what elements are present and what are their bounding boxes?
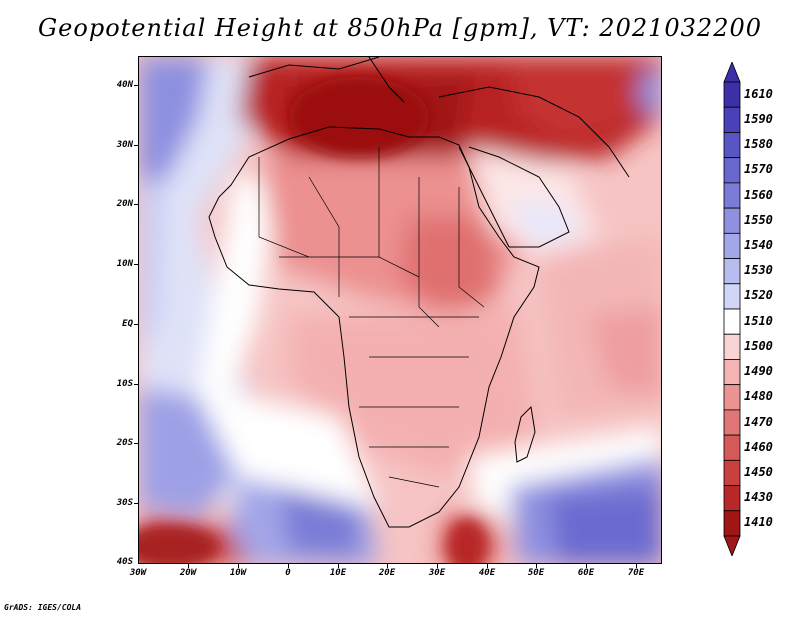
- colorbar-label-1530: 1530: [744, 263, 773, 278]
- madagascar-coastline: [514, 405, 536, 463]
- turkey-coastline: [438, 86, 630, 178]
- lon-label-50e: 50E: [527, 568, 545, 578]
- colorbar-label-1470: 1470: [744, 414, 773, 429]
- colorbar-label-1430: 1430: [744, 490, 773, 505]
- lat-label-eq: EQ: [122, 319, 133, 329]
- colorbar-label-1570: 1570: [744, 162, 773, 177]
- colorbar-swatch-1480: [723, 384, 741, 411]
- coastlines: [208, 57, 630, 528]
- colorbar-swatch-1500: [723, 333, 741, 360]
- europe-coastline: [248, 57, 380, 78]
- colorbar-swatch-1450: [723, 459, 741, 486]
- italy-coastline: [368, 57, 405, 103]
- colorbar-swatch-1510: [723, 308, 741, 335]
- lat-label-30n: 30N: [116, 140, 133, 150]
- red-sea-coast: [458, 146, 510, 248]
- colorbar-swatch-1470: [723, 409, 741, 436]
- map-plot: [139, 57, 661, 563]
- colorbar-swatch-1410: [723, 510, 741, 537]
- lon-label-20e: 20E: [378, 568, 396, 578]
- colorbar-swatch-1590: [723, 106, 741, 133]
- colorbar-swatch-1570: [723, 157, 741, 184]
- colorbar-swatch-1430: [723, 485, 741, 512]
- lat-label-40s: 40S: [116, 557, 133, 567]
- lat-label-20n: 20N: [116, 199, 133, 209]
- colorbar-label-1450: 1450: [744, 464, 773, 479]
- colorbar-label-1460: 1460: [744, 439, 773, 454]
- lat-label-20s: 20S: [116, 438, 133, 448]
- colorbar-label-1560: 1560: [744, 187, 773, 202]
- lat-label-10s: 10S: [116, 379, 133, 389]
- colorbar-swatch-1560: [723, 182, 741, 209]
- colorbar-label-1410: 1410: [744, 515, 773, 530]
- colorbar-label-1550: 1550: [744, 212, 773, 227]
- lon-label-60e: 60E: [577, 568, 595, 578]
- lat-label-40n: 40N: [116, 80, 133, 90]
- lon-label-30w: 30W: [129, 568, 147, 578]
- colorbar-label-1490: 1490: [744, 364, 773, 379]
- arabia-coastline: [468, 146, 570, 248]
- colorbar-swatch-1610: [723, 81, 741, 108]
- colorbar-swatch-1490: [723, 359, 741, 386]
- lon-label-20w: 20W: [179, 568, 197, 578]
- colorbar-swatch-1530: [723, 258, 741, 285]
- colorbar-label-1580: 1580: [744, 137, 773, 152]
- colorbar: [723, 62, 741, 556]
- country-borders: [258, 147, 485, 488]
- colorbar-swatch-1580: [723, 132, 741, 159]
- colorbar-swatch-1540: [723, 232, 741, 259]
- map-title: Geopotential Height at 850hPa [gpm], VT:…: [38, 14, 762, 42]
- colorbar-label-1540: 1540: [744, 237, 773, 252]
- lon-label-0: 0: [285, 568, 291, 578]
- colorbar-label-1590: 1590: [744, 111, 773, 126]
- colorbar-label-1510: 1510: [744, 313, 773, 328]
- colorbar-top-arrow: [723, 62, 741, 83]
- colorbar-swatch-1460: [723, 434, 741, 461]
- lon-label-30e: 30E: [428, 568, 446, 578]
- lat-label-10n: 10N: [116, 259, 133, 269]
- colorbar-label-1500: 1500: [744, 338, 773, 353]
- lon-label-10e: 10E: [329, 568, 347, 578]
- lon-label-70e: 70E: [627, 568, 645, 578]
- lon-label-10w: 10W: [229, 568, 247, 578]
- lon-label-40e: 40E: [478, 568, 496, 578]
- map-panel: [138, 56, 662, 564]
- colorbar-swatch-1550: [723, 207, 741, 234]
- colorbar-label-1610: 1610: [744, 86, 773, 101]
- colorbar-label-1480: 1480: [744, 389, 773, 404]
- credit-text: GrADS: IGES/COLA: [4, 603, 82, 612]
- africa-coastline: [208, 126, 540, 528]
- lat-label-30s: 30S: [116, 498, 133, 508]
- colorbar-swatch-1520: [723, 283, 741, 310]
- colorbar-label-1520: 1520: [744, 288, 773, 303]
- colorbar-bottom-arrow: [723, 535, 741, 556]
